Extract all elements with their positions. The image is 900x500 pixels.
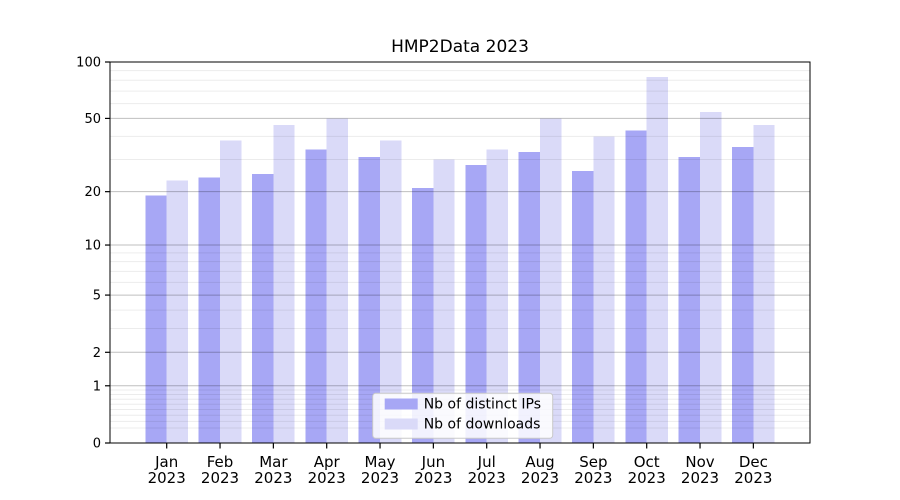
bar-oct-nb-of-downloads <box>646 77 669 443</box>
x-tick-label-feb: Feb <box>207 453 234 471</box>
y-tick-label-5: 5 <box>93 289 101 304</box>
x-tick-label-dec: Dec <box>739 453 768 471</box>
bar-aug-nb-of-distinct-ips <box>518 151 541 443</box>
bar-sep-nb-of-distinct-ips <box>572 170 594 443</box>
legend-swatch-nb-of-downloads <box>384 418 418 430</box>
y-tick-label-10: 10 <box>84 239 101 254</box>
x-tick-year-apr: 2023 <box>308 469 346 487</box>
x-tick-label-aug: Aug <box>525 453 554 471</box>
bar-feb-nb-of-distinct-ips <box>198 177 221 443</box>
legend-label-nb-of-downloads: Nb of downloads <box>424 417 541 433</box>
x-tick-label-sep: Sep <box>579 453 607 471</box>
bar-dec-nb-of-distinct-ips <box>732 147 754 443</box>
bar-jan-nb-of-downloads <box>166 180 189 443</box>
x-tick-year-oct: 2023 <box>628 469 666 487</box>
x-tick-year-mar: 2023 <box>254 469 292 487</box>
x-tick-label-oct: Oct <box>634 453 660 471</box>
chart-title: HMP2Data 2023 <box>391 37 529 57</box>
bar-mar-nb-of-downloads <box>273 125 295 444</box>
x-tick-label-mar: Mar <box>259 453 288 471</box>
y-tick-label-50: 50 <box>84 112 101 127</box>
x-tick-year-jun: 2023 <box>414 469 452 487</box>
x-tick-label-jan: Jan <box>154 453 178 471</box>
bar-sep-nb-of-downloads <box>593 136 615 443</box>
x-tick-label-jul: Jul <box>477 453 496 471</box>
x-tick-year-jul: 2023 <box>468 469 506 487</box>
bar-jun-nb-of-downloads <box>433 159 455 443</box>
x-tick-year-feb: 2023 <box>201 469 239 487</box>
x-tick-year-nov: 2023 <box>681 469 719 487</box>
x-tick-label-apr: Apr <box>314 453 341 471</box>
plot-border <box>109 61 811 444</box>
x-tick-year-may: 2023 <box>361 469 399 487</box>
bar-jul-nb-of-distinct-ips <box>465 165 487 443</box>
bar-feb-nb-of-downloads <box>220 140 242 443</box>
y-tick-label-1: 1 <box>93 379 101 394</box>
y-tick-label-0: 0 <box>93 437 101 452</box>
bar-jan-nb-of-distinct-ips <box>145 195 167 443</box>
bar-apr-nb-of-downloads <box>326 118 349 443</box>
x-tick-year-sep: 2023 <box>574 469 612 487</box>
y-tick-label-20: 20 <box>84 185 101 200</box>
bar-jun-nb-of-distinct-ips <box>412 187 434 443</box>
bar-mar-nb-of-distinct-ips <box>252 174 274 443</box>
legend-label-nb-of-distinct-ips: Nb of distinct IPs <box>424 397 541 413</box>
bar-may-nb-of-downloads <box>380 140 402 443</box>
bar-dec-nb-of-downloads <box>753 125 775 444</box>
legend-swatch-nb-of-distinct-ips <box>384 398 418 410</box>
y-tick-label-100: 100 <box>76 56 101 71</box>
x-tick-label-may: May <box>365 453 396 471</box>
y-tick-label-2: 2 <box>93 346 101 361</box>
bar-jul-nb-of-downloads <box>486 149 509 444</box>
bar-oct-nb-of-distinct-ips <box>625 130 647 443</box>
bar-aug-nb-of-downloads <box>540 118 562 443</box>
bar-nov-nb-of-downloads <box>700 112 722 444</box>
bar-nov-nb-of-distinct-ips <box>678 156 701 443</box>
x-tick-year-aug: 2023 <box>521 469 559 487</box>
x-tick-year-dec: 2023 <box>734 469 772 487</box>
x-tick-year-jan: 2023 <box>148 469 186 487</box>
x-tick-label-nov: Nov <box>685 453 714 471</box>
x-tick-label-jun: Jun <box>421 453 445 471</box>
bar-may-nb-of-distinct-ips <box>358 156 381 443</box>
bar-apr-nb-of-distinct-ips <box>305 149 327 444</box>
